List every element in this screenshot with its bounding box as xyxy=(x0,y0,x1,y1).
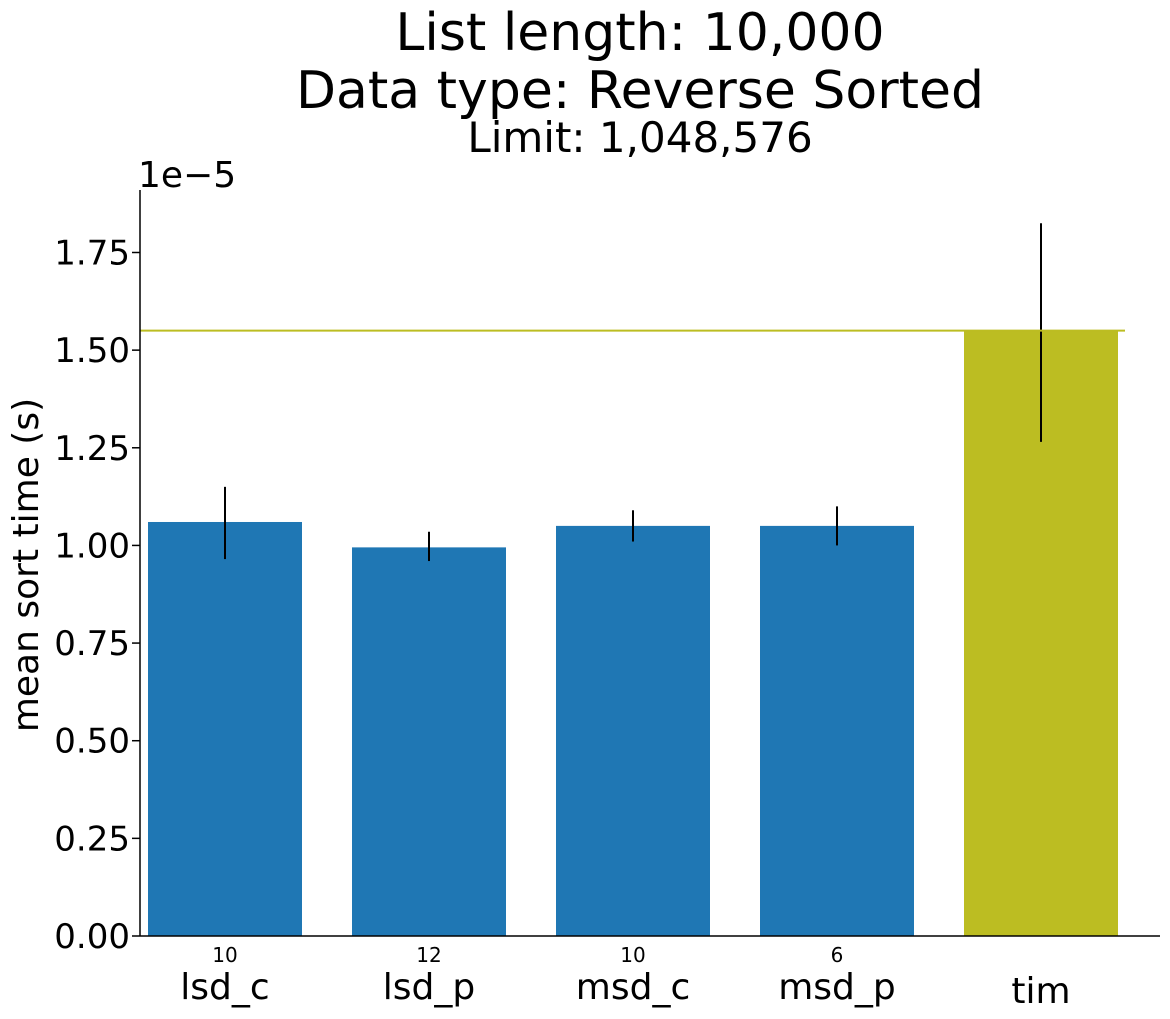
bar-count-annotation-lsd_c: 10 xyxy=(212,943,237,967)
bar-count-annotation-lsd_p: 12 xyxy=(416,943,441,967)
x-tick-label-msd_c: msd_c xyxy=(576,967,690,1008)
x-tick-label-lsd_c: lsd_c xyxy=(180,967,269,1008)
bars-group xyxy=(148,330,1118,937)
y-axis-scale-label: 1e−5 xyxy=(138,155,236,196)
y-tick-label: 1.25 xyxy=(54,429,130,469)
y-tick-label: 0.00 xyxy=(54,917,130,957)
bar-lsd_c xyxy=(148,521,302,936)
bar-count-annotation-msd_p: 6 xyxy=(831,943,844,967)
error-bars-group xyxy=(224,223,1042,562)
x-tick-label-lsd_p: lsd_p xyxy=(383,967,475,1008)
chart-title-line-1: List length: 10,000 xyxy=(395,3,884,63)
y-axis: 0.00 0.25 0.50 0.75 1.00 1.25 1.50 1.75 xyxy=(54,190,141,957)
bar-count-annotation-msd_c: 10 xyxy=(620,943,645,967)
y-tick-label: 1.75 xyxy=(54,233,130,273)
bar-msd_c xyxy=(556,525,710,936)
x-tick-label-msd_p: msd_p xyxy=(778,967,896,1008)
bar-lsd_p xyxy=(352,547,506,936)
chart-subtitle: Limit: 1,048,576 xyxy=(467,113,812,162)
chart-title-line-2: Data type: Reverse Sorted xyxy=(296,61,984,121)
y-tick-label: 0.50 xyxy=(54,722,130,762)
y-tick-label: 0.25 xyxy=(54,819,130,859)
y-tick-label: 1.00 xyxy=(54,526,130,566)
y-tick-label: 0.75 xyxy=(54,624,130,664)
bar-msd_p xyxy=(760,525,914,936)
y-tick-label: 1.50 xyxy=(54,331,130,371)
y-axis-label: mean sort time (s) xyxy=(6,398,47,732)
x-tick-label-tim: tim xyxy=(1011,971,1070,1012)
